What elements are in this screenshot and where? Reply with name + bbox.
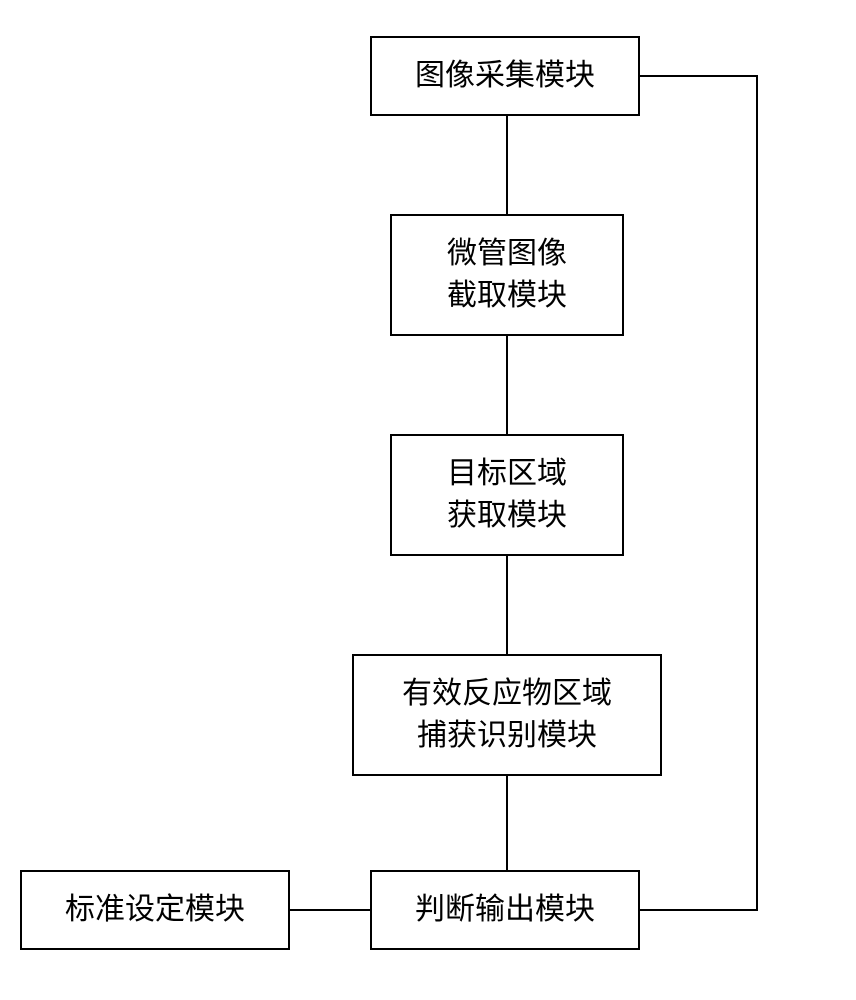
connector-1-6-seg2 [756, 75, 758, 911]
connector-1-2 [506, 116, 508, 214]
node-image-acquisition: 图像采集模块 [370, 36, 640, 116]
node-label-line2: 截取模块 [447, 275, 567, 317]
node-label-line2: 捕获识别模块 [417, 715, 597, 757]
connector-1-6-seg1 [640, 75, 758, 77]
connector-5-6 [290, 909, 370, 911]
node-standard-setting: 标准设定模块 [20, 870, 290, 950]
node-label-line1: 有效反应物区域 [402, 673, 612, 715]
node-label: 标准设定模块 [65, 889, 245, 931]
node-label-line2: 获取模块 [447, 495, 567, 537]
node-judgment-output: 判断输出模块 [370, 870, 640, 950]
connector-4-6 [506, 776, 508, 870]
node-label-line1: 目标区域 [447, 453, 567, 495]
node-microtube-image-capture: 微管图像 截取模块 [390, 214, 624, 336]
node-label-line1: 微管图像 [447, 233, 567, 275]
connector-2-3 [506, 336, 508, 434]
node-effective-reactant-recognition: 有效反应物区域 捕获识别模块 [352, 654, 662, 776]
node-label: 判断输出模块 [415, 889, 595, 931]
connector-1-6-seg3 [640, 909, 758, 911]
node-label: 图像采集模块 [415, 55, 595, 97]
connector-3-4 [506, 556, 508, 654]
node-target-area-acquisition: 目标区域 获取模块 [390, 434, 624, 556]
